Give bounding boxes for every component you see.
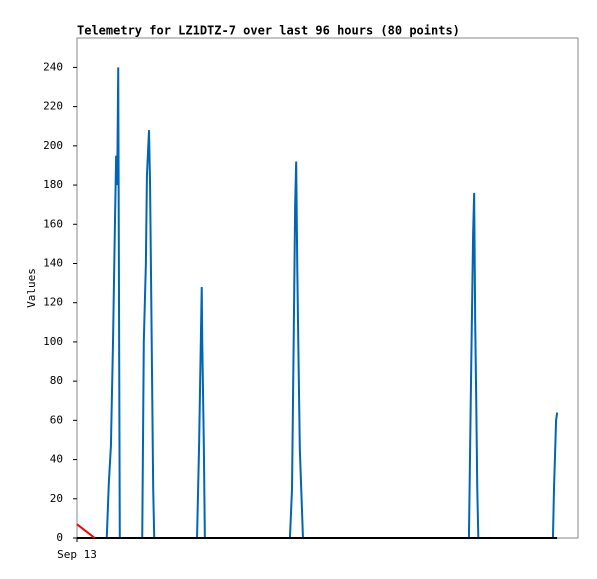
y-tick-label: 240 <box>43 60 63 73</box>
y-tick-label: 160 <box>43 217 63 230</box>
y-tick-label: 200 <box>43 139 63 152</box>
y-tick-label: 220 <box>43 100 63 113</box>
y-tick-label: 40 <box>50 453 63 466</box>
chart-title: Telemetry for LZ1DTZ-7 over last 96 hour… <box>77 24 460 38</box>
series-line <box>76 523 96 539</box>
y-tick-label: 140 <box>43 256 63 269</box>
x-tick-label: Sep 13 <box>57 548 97 561</box>
y-tick-label: 0 <box>56 531 63 544</box>
y-tick-label: 60 <box>50 413 63 426</box>
y-tick-label: 100 <box>43 335 63 348</box>
y-tick-label: 180 <box>43 178 63 191</box>
series-line <box>105 67 559 539</box>
y-tick-label: 20 <box>50 492 63 505</box>
y-tick-label: 120 <box>43 296 63 309</box>
y-tick-label: 80 <box>50 374 63 387</box>
y-axis-label: Values <box>25 268 38 308</box>
